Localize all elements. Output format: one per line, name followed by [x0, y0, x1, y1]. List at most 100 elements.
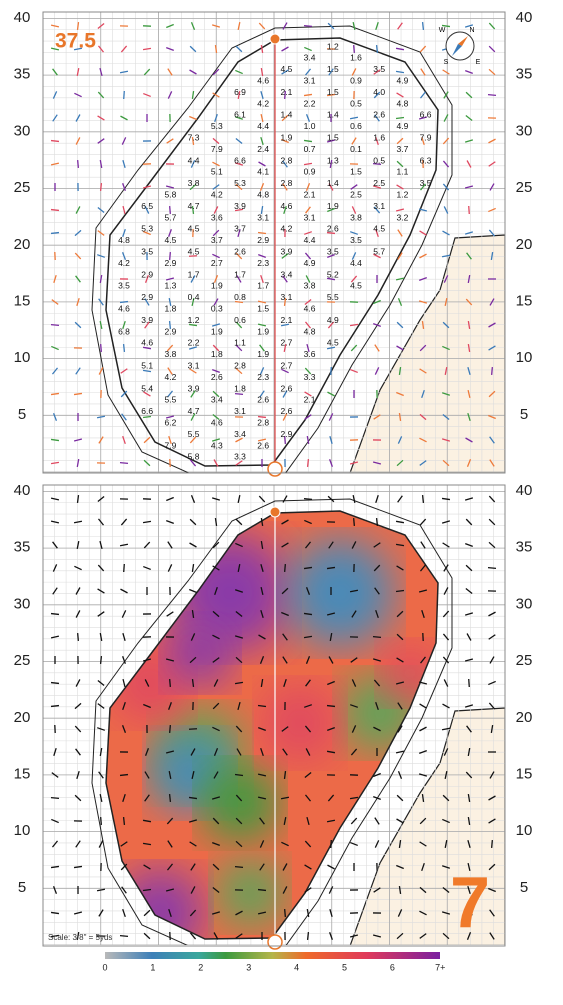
- slope-label: 4.4: [257, 121, 269, 131]
- slope-label: 2.1: [304, 395, 316, 405]
- flag-marker: [270, 34, 280, 44]
- green-depth: 37.5: [55, 30, 96, 53]
- slope-label: 5.7: [164, 212, 176, 222]
- slope-label: 2.9: [141, 292, 153, 302]
- y-axis-label: 35: [14, 539, 31, 556]
- slope-label: 5.8: [164, 189, 176, 199]
- y-axis-label: 30: [14, 122, 31, 139]
- slope-arrow: [377, 518, 378, 526]
- slope-label: 7.9: [211, 144, 223, 154]
- slope-label: 4.0: [373, 87, 385, 97]
- slope-label: 4.9: [327, 315, 339, 325]
- slope-label: 2.6: [211, 372, 223, 382]
- slope-label: 2.9: [164, 326, 176, 336]
- slope-label: 4.6: [141, 338, 153, 348]
- slope-label: 3.9: [141, 315, 153, 325]
- slope-arrow: [331, 840, 332, 848]
- y-axis-label: 10: [14, 349, 31, 366]
- legend-label: 6: [390, 962, 395, 972]
- slope-arrow: [51, 141, 59, 142]
- slope-label: 2.6: [257, 440, 269, 450]
- slope-label: 2.4: [257, 144, 269, 154]
- slope-arrow: [423, 22, 424, 30]
- slope-label: 3.6: [211, 212, 223, 222]
- slope-label: 6.6: [141, 406, 153, 416]
- slope-label: 4.6: [257, 75, 269, 85]
- slope-label: 4.3: [211, 440, 223, 450]
- slope-label: 0.9: [304, 167, 316, 177]
- color-bar: [105, 952, 440, 959]
- slope-label: 4.9: [396, 75, 408, 85]
- slope-label: 1.1: [234, 338, 246, 348]
- slope-arrow: [124, 344, 125, 352]
- slope-label: 3.5: [327, 246, 339, 256]
- slope-label: 2.1: [280, 315, 292, 325]
- slope-label: 4.5: [280, 64, 292, 74]
- y-axis-label: 40: [14, 9, 31, 26]
- y-axis-label: 25: [14, 652, 31, 669]
- y-axis-label: 20: [516, 709, 533, 726]
- slope-arrow: [235, 394, 243, 395]
- slope-arrow: [492, 367, 493, 375]
- slope-label: 4.5: [327, 338, 339, 348]
- slope-label: 2.2: [304, 98, 316, 108]
- compass-letter: W: [439, 27, 446, 34]
- slope-label: 6.8: [118, 326, 130, 336]
- slope-label: 3.2: [396, 212, 408, 222]
- y-axis-label: 30: [516, 595, 533, 612]
- pin-marker: [268, 935, 282, 949]
- slope-label: 1.8: [164, 303, 176, 313]
- y-axis-label: 25: [14, 179, 31, 196]
- y-axis-label: 10: [516, 822, 533, 839]
- y-axis-label: 15: [516, 292, 533, 309]
- slope-label: 0.4: [188, 292, 200, 302]
- slope-arrow: [235, 867, 243, 868]
- slope-arrow: [488, 568, 496, 569]
- slope-label: 1.9: [257, 326, 269, 336]
- y-axis-label: 15: [516, 765, 533, 782]
- y-axis-label: 15: [14, 765, 31, 782]
- y-axis-label: 40: [14, 482, 31, 499]
- y-axis-label: 10: [516, 349, 533, 366]
- y-axis-label: 5: [520, 879, 528, 896]
- slope-label: 2.1: [304, 189, 316, 199]
- slope-label: 3.5: [141, 246, 153, 256]
- slope-label: 3.4: [280, 269, 292, 279]
- slope-label: 3.7: [396, 144, 408, 154]
- slope-arrow: [308, 459, 309, 467]
- slope-arrow: [331, 367, 332, 375]
- slope-label: 2.6: [280, 406, 292, 416]
- slope-label: 0.5: [373, 155, 385, 165]
- slope-label: 1.2: [327, 41, 339, 51]
- flag-marker: [270, 507, 280, 517]
- slope-label: 7.9: [420, 132, 432, 142]
- compass-letter: S: [444, 59, 449, 66]
- slope-label: 5.5: [188, 429, 200, 439]
- slope-label: 2.8: [257, 417, 269, 427]
- legend-label: 7+: [435, 962, 445, 972]
- slope-arrow: [120, 463, 128, 464]
- slope-label: 4.1: [257, 167, 269, 177]
- slope-label: 4.4: [188, 155, 200, 165]
- slope-label: 3.9: [234, 201, 246, 211]
- slope-label: 7.9: [164, 440, 176, 450]
- slope-label: 3.1: [257, 212, 269, 222]
- slope-label: 1.8: [211, 349, 223, 359]
- slope-label: 4.5: [164, 235, 176, 245]
- slope-arrow: [285, 564, 286, 572]
- slope-label: 1.0: [304, 121, 316, 131]
- slope-label: 4.5: [373, 224, 385, 234]
- slope-label: 2.5: [350, 189, 362, 199]
- slope-label: 1.9: [327, 201, 339, 211]
- y-axis-label: 20: [516, 236, 533, 253]
- slope-label: 2.3: [257, 372, 269, 382]
- y-axis-label: 5: [520, 406, 528, 423]
- slope-label: 3.7: [234, 224, 246, 234]
- legend-label: 5: [342, 962, 347, 972]
- slope-arrow: [51, 210, 59, 211]
- slope-label: 4.8: [304, 326, 316, 336]
- slope-label: 2.7: [280, 338, 292, 348]
- slope-arrow: [258, 890, 266, 891]
- slope-arrow: [377, 45, 378, 53]
- slope-label: 2.7: [280, 360, 292, 370]
